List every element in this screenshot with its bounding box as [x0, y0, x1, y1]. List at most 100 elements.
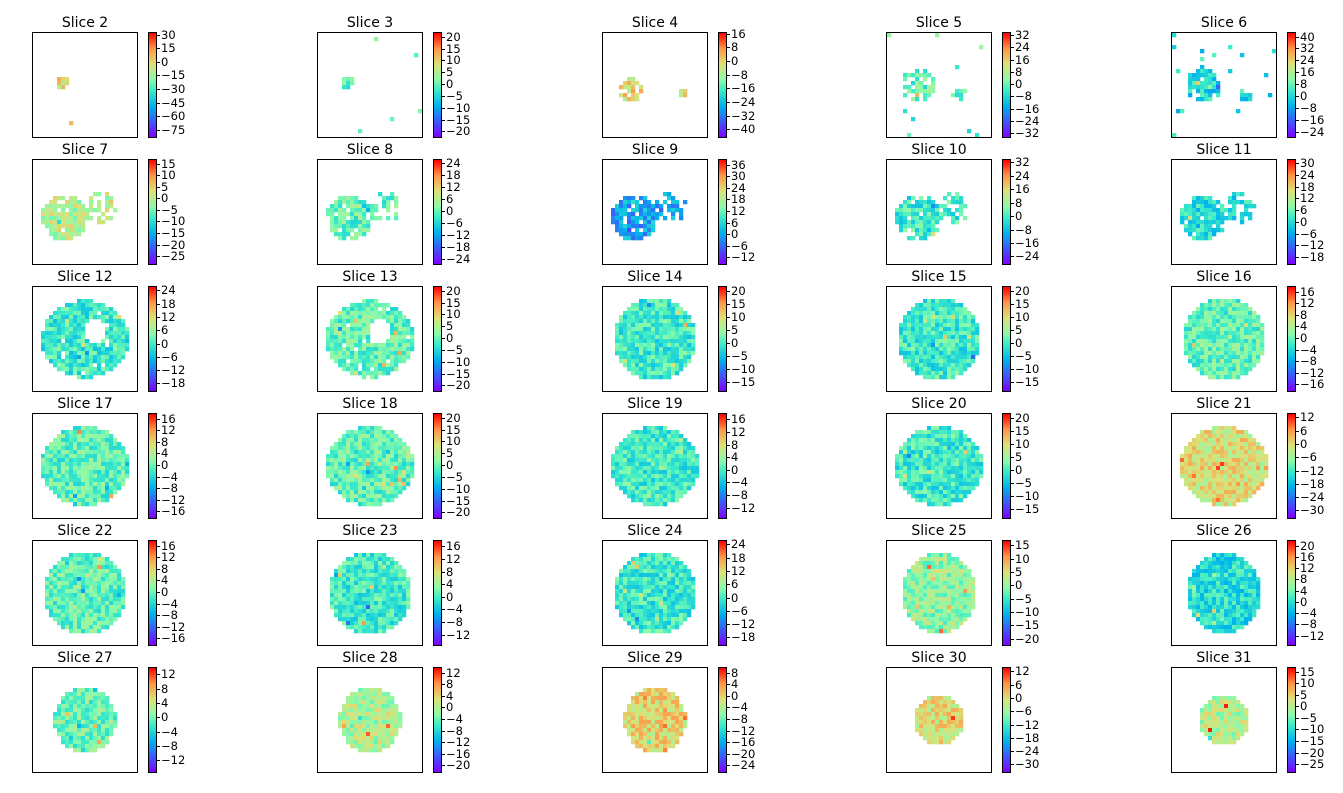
heatmap-cell: [354, 307, 359, 312]
heatmap-cell: [675, 363, 680, 368]
heatmap-cell: [1224, 502, 1229, 507]
heatmap-cell: [1240, 438, 1245, 443]
heatmap-cell: [635, 438, 640, 443]
heatmap-cell: [366, 478, 371, 483]
heatmap-cell: [93, 474, 98, 479]
heatmap-cell: [117, 605, 122, 610]
heatmap-cell: [113, 482, 118, 487]
heatmap-cell: [354, 216, 359, 221]
heatmap-cell: [1212, 442, 1217, 447]
colorbar-tick-label: −15: [441, 112, 471, 127]
heatmap-cell: [1172, 133, 1177, 137]
heatmap-cell: [903, 200, 908, 205]
heatmap-cell: [382, 498, 387, 503]
heatmap-cell: [1220, 462, 1225, 467]
heatmap-cell: [1232, 351, 1237, 356]
heatmap-cell: [374, 569, 379, 574]
heatmap-cell: [663, 482, 668, 487]
heatmap-cell: [354, 232, 359, 237]
heatmap-cell: [1248, 327, 1253, 332]
heatmap-cell: [663, 192, 668, 197]
heatmap-cell: [1240, 311, 1245, 316]
heatmap-cell: [386, 458, 391, 463]
heatmap-cell: [975, 474, 980, 479]
heatmap-cell: [394, 585, 399, 590]
heatmap-cell: [1212, 220, 1217, 225]
heatmap-cell: [117, 458, 122, 463]
colorbar-ticks: 40 32 24 16 8 0 −8 −16 −24: [1295, 31, 1343, 138]
heatmap-cell: [105, 585, 110, 590]
colorbar-tick-label: 6: [1295, 203, 1308, 217]
heatmap-cell: [382, 561, 387, 566]
heatmap-cell: [374, 359, 379, 364]
heatmap-cell: [1184, 343, 1189, 348]
heatmap-cell: [89, 359, 94, 364]
heatmap-cell: [406, 577, 411, 582]
heatmap-cell: [963, 367, 968, 372]
heatmap-cell: [1212, 462, 1217, 467]
panel-title: Slice 21: [1196, 396, 1252, 412]
heatmap-cell: [370, 565, 375, 570]
heatmap-cell: [935, 323, 940, 328]
heatmap-cell: [683, 315, 688, 320]
heatmap-cell: [911, 474, 916, 479]
heatmap-cell: [643, 307, 648, 312]
heatmap-cell: [647, 232, 652, 237]
heatmap-cell: [971, 351, 976, 356]
heatmap-cell: [1240, 97, 1245, 102]
heatmap-cell: [346, 557, 351, 562]
heatmap-cell: [354, 458, 359, 463]
heatmap-cell: [1192, 208, 1197, 213]
heatmap-cell: [631, 355, 636, 360]
heatmap-cell: [61, 343, 66, 348]
heatmap-cell: [366, 490, 371, 495]
heatmap-cell: [923, 97, 928, 102]
heatmap-cell: [979, 462, 984, 467]
heatmap-cell: [358, 474, 363, 479]
heatmap-cell: [81, 367, 86, 372]
heatmap-cell: [1220, 375, 1225, 380]
heatmap-cell: [683, 470, 688, 475]
heatmap-cell: [374, 462, 379, 467]
heatmap-cell: [647, 426, 652, 431]
heatmap-cell: [65, 625, 70, 630]
heatmap-cell: [635, 331, 640, 336]
heatmap-cell: [1248, 311, 1253, 316]
heatmap-cell: [394, 601, 399, 606]
heatmap-cell: [61, 367, 66, 372]
heatmap-cell: [69, 323, 74, 328]
heatmap-cell: [975, 323, 980, 328]
heatmap-cell: [639, 216, 644, 221]
heatmap-cell: [1208, 454, 1213, 459]
heatmap-cell: [93, 494, 98, 499]
heatmap-cell: [334, 486, 339, 491]
colorbar-tick-label: 15: [157, 156, 176, 171]
heatmap-cell: [61, 363, 66, 368]
heatmap-cell: [943, 426, 948, 431]
heatmap-cell: [1180, 470, 1185, 475]
heatmap-cell: [366, 442, 371, 447]
heatmap-cell: [631, 85, 636, 90]
heatmap-cell: [350, 315, 355, 320]
heatmap-cell: [89, 299, 94, 304]
heatmap-cell: [919, 73, 924, 78]
heatmap-cell: [81, 339, 86, 344]
heatmap-cell: [915, 323, 920, 328]
heatmap-cell: [77, 299, 82, 304]
heatmap-cell: [81, 212, 86, 217]
heatmap-cell: [342, 581, 347, 586]
heatmap-cell: [687, 442, 692, 447]
heatmap-cell: [1220, 323, 1225, 328]
heatmap-cell: [386, 208, 391, 213]
heatmap-cell: [635, 458, 640, 463]
heatmap-cell: [45, 450, 50, 455]
heatmap-cell: [1248, 204, 1253, 209]
heatmap-cell: [81, 561, 86, 566]
heatmap-cell: [635, 343, 640, 348]
colorbar-tick-label: 0: [156, 458, 169, 472]
heatmap-cell: [1184, 323, 1189, 328]
heatmap-cell: [49, 470, 54, 475]
colorbar: [1002, 413, 1011, 519]
heatmap-cell: [330, 597, 335, 602]
heatmap-cell: [955, 490, 960, 495]
